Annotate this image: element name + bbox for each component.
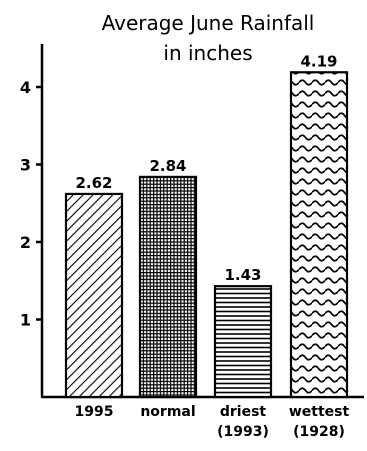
bars: [64, 71, 349, 399]
y-tick-label-4: 4: [20, 78, 31, 97]
category-label-driest: driest: [220, 404, 267, 420]
value-label-1995: 2.62: [75, 174, 112, 192]
y-ticks: 1 2 3 4: [20, 78, 42, 330]
y-tick-label-3: 3: [20, 156, 31, 175]
chart-title-line-2: in inches: [163, 41, 252, 65]
chart-title-line-1: Average June Rainfall: [102, 11, 315, 35]
bar-normal: [138, 175, 198, 399]
category-label-1995: 1995: [75, 404, 114, 420]
y-tick-label-1: 1: [20, 311, 31, 330]
category-label-wettest-year: (1928): [293, 424, 345, 440]
value-label-driest: 1.43: [224, 266, 261, 284]
category-label-normal: normal: [140, 404, 195, 420]
bar-1995: [64, 192, 124, 399]
category-label-wettest: wettest: [289, 404, 350, 420]
bar-driest: [213, 285, 273, 399]
bar-wettest: [289, 71, 349, 399]
category-label-driest-year: (1993): [217, 424, 269, 440]
category-labels: 1995 normal driest (1993) wettest (1928): [75, 404, 350, 440]
y-tick-label-2: 2: [20, 233, 31, 252]
value-labels: 2.62 2.84 1.43 4.19: [75, 52, 337, 284]
value-label-wettest: 4.19: [300, 52, 337, 70]
value-label-normal: 2.84: [149, 157, 186, 175]
